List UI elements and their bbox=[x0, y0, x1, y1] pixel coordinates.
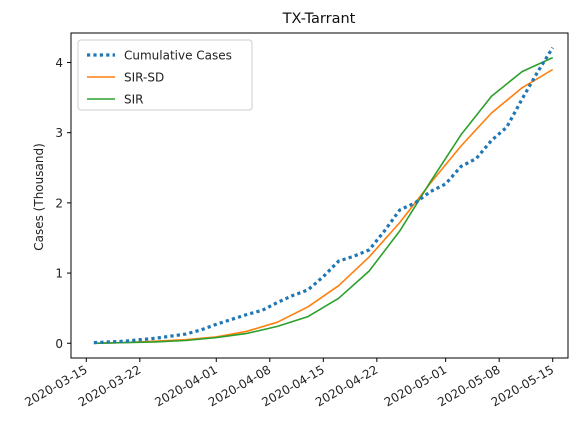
legend-label: SIR-SD bbox=[124, 71, 164, 85]
y-tick-label: 1 bbox=[55, 267, 63, 281]
chart-title: TX-Tarrant bbox=[282, 11, 356, 27]
y-tick-label: 2 bbox=[55, 196, 63, 210]
y-tick-label: 3 bbox=[55, 126, 63, 140]
plot-area bbox=[93, 46, 555, 345]
y-tick-label: 0 bbox=[55, 337, 63, 351]
y-tick-label: 4 bbox=[55, 56, 63, 70]
plot-frame bbox=[70, 32, 569, 359]
legend-label: SIR bbox=[124, 93, 144, 107]
series-line-sir bbox=[93, 56, 554, 345]
legend: Cumulative Cases SIR-SD SIR bbox=[77, 39, 253, 111]
y-axis-label: Cases (Thousand) bbox=[32, 143, 46, 251]
series-line-cumulative-cases bbox=[93, 46, 555, 345]
legend-label: Cumulative Cases bbox=[124, 49, 232, 63]
series-line-sir-sd bbox=[93, 68, 554, 345]
legend-box bbox=[77, 39, 253, 111]
